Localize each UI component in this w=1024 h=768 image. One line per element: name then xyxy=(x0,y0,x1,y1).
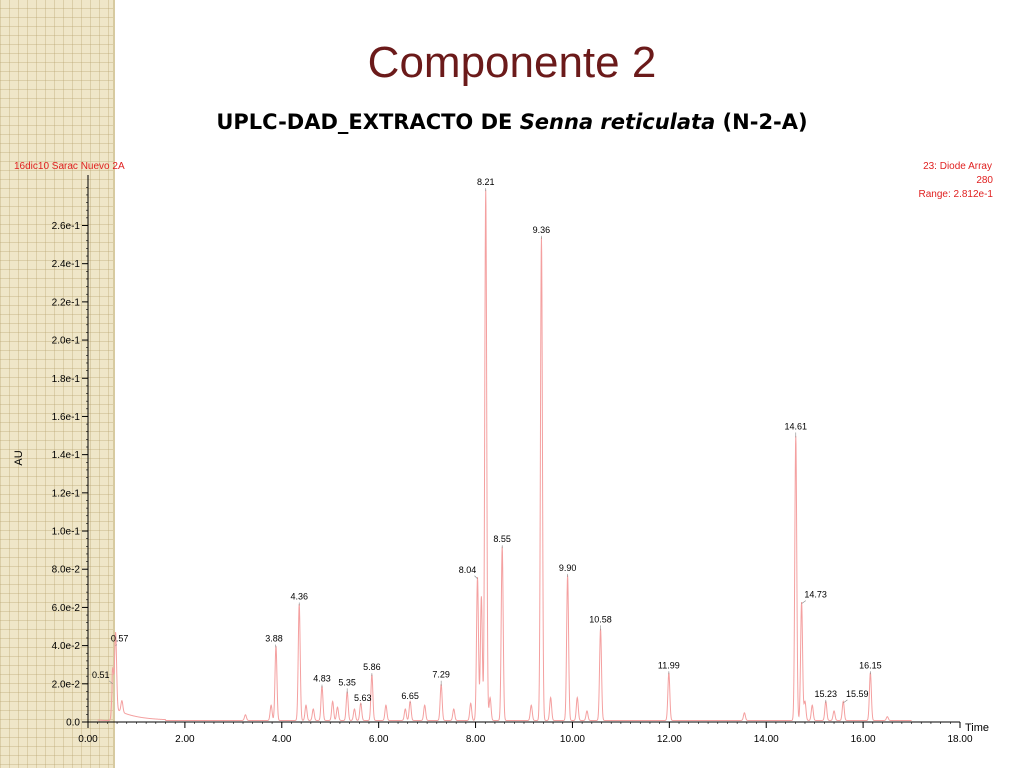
chart-heading-prefix: UPLC-DAD_EXTRACTO DE xyxy=(216,110,520,134)
peak-label: 3.88 xyxy=(265,634,283,644)
chart-heading-suffix: (N-2-A) xyxy=(715,110,808,134)
slide-title: Componente 2 xyxy=(367,38,657,87)
peak-markers-layer: 0.51 0.57 3.88 4.36 4.83 5.35 5.63 5.86 6.65 7.29… xyxy=(92,177,882,705)
y-tick-label: 8.0e-2 xyxy=(52,565,81,576)
y-tick-label: 2.0e-1 xyxy=(52,336,81,347)
peak-label: 4.36 xyxy=(290,592,308,602)
peak-label: 9.90 xyxy=(559,563,577,573)
x-tick-label: 12.00 xyxy=(657,734,682,745)
y-tick-label: 1.8e-1 xyxy=(52,374,81,385)
peak-label: 8.21 xyxy=(477,177,495,187)
sample-label: 16dic10 Sarac Nuevo 2A xyxy=(14,161,125,172)
detector-wavelength: 280 xyxy=(976,175,993,186)
peak-leader xyxy=(108,680,113,685)
y-tick-label: 1.6e-1 xyxy=(52,412,81,423)
x-tick-label: 18.00 xyxy=(947,734,972,745)
x-tick-label: 16.00 xyxy=(851,734,876,745)
y-tick-label: 2.4e-1 xyxy=(52,259,81,270)
decorative-sidebar xyxy=(0,0,113,768)
peak-label: 5.63 xyxy=(354,693,372,703)
peak-label: 9.36 xyxy=(533,225,551,235)
chromatogram-chart: 16dic10 Sarac Nuevo 2A 23: Diode Array 2… xyxy=(13,161,993,745)
chart-heading-species: Senna reticulata xyxy=(519,110,716,134)
x-tick-label: 14.00 xyxy=(754,734,779,745)
peak-leader xyxy=(474,575,478,579)
y-tick-label: 1.4e-1 xyxy=(52,450,81,461)
y-tick-label: 1.2e-1 xyxy=(52,488,81,499)
x-tick-label: 10.00 xyxy=(560,734,585,745)
peak-leader xyxy=(275,644,277,648)
y-tick-label: 4.0e-2 xyxy=(52,641,81,652)
x-tick-label: 6.00 xyxy=(369,734,389,745)
peak-leader xyxy=(360,703,362,705)
x-tick-label: 8.00 xyxy=(466,734,486,745)
peak-label: 0.57 xyxy=(111,634,129,644)
detector-name: 23: Diode Array xyxy=(923,161,992,172)
peak-leader xyxy=(115,644,118,646)
x-tick-label: 2.00 xyxy=(175,734,195,745)
detector-range: Range: 2.812e-1 xyxy=(918,189,993,200)
peak-label: 4.83 xyxy=(313,674,331,684)
y-tick-label: 1.0e-1 xyxy=(52,527,81,538)
y-axis-label: AU xyxy=(13,450,25,465)
chromatogram-trace xyxy=(97,189,912,721)
peak-label: 5.86 xyxy=(363,662,381,672)
chart-heading: UPLC-DAD_EXTRACTO DE Senna reticulata (N… xyxy=(0,110,1024,134)
x-tick-label: 4.00 xyxy=(272,734,292,745)
x-tick-label: 0.00 xyxy=(78,734,98,745)
x-axis-label: Time xyxy=(965,722,989,734)
y-tick-label: 2.0e-2 xyxy=(52,679,81,690)
peak-label: 11.99 xyxy=(658,660,680,670)
peak-label: 8.04 xyxy=(459,565,477,575)
y-tick-label: 2.6e-1 xyxy=(52,221,81,232)
peak-leader xyxy=(843,699,848,704)
y-tick-label: 6.0e-2 xyxy=(52,603,81,614)
peak-label: 5.35 xyxy=(338,677,356,687)
y-tick-label: 2.2e-1 xyxy=(52,297,81,308)
peak-label: 15.59 xyxy=(846,689,869,699)
peak-label: 10.58 xyxy=(589,614,612,624)
sidebar-divider xyxy=(113,0,115,768)
peak-label: 6.65 xyxy=(401,691,419,701)
axes-layer: 0.0 2.0e-2 4.0e-2 6.0e-2 8.0e-2 1.0e-1 1.2e-1 1… xyxy=(52,175,973,745)
peak-label: 0.51 xyxy=(92,670,110,680)
peak-leader xyxy=(801,600,806,604)
peak-label: 14.73 xyxy=(804,590,827,600)
peak-label: 15.23 xyxy=(815,689,838,699)
peak-label: 16.15 xyxy=(859,660,882,670)
peak-label: 14.61 xyxy=(785,421,808,431)
peak-label: 7.29 xyxy=(432,670,450,680)
peak-label: 8.55 xyxy=(493,534,511,544)
y-tick-label: 0.0 xyxy=(66,718,80,729)
